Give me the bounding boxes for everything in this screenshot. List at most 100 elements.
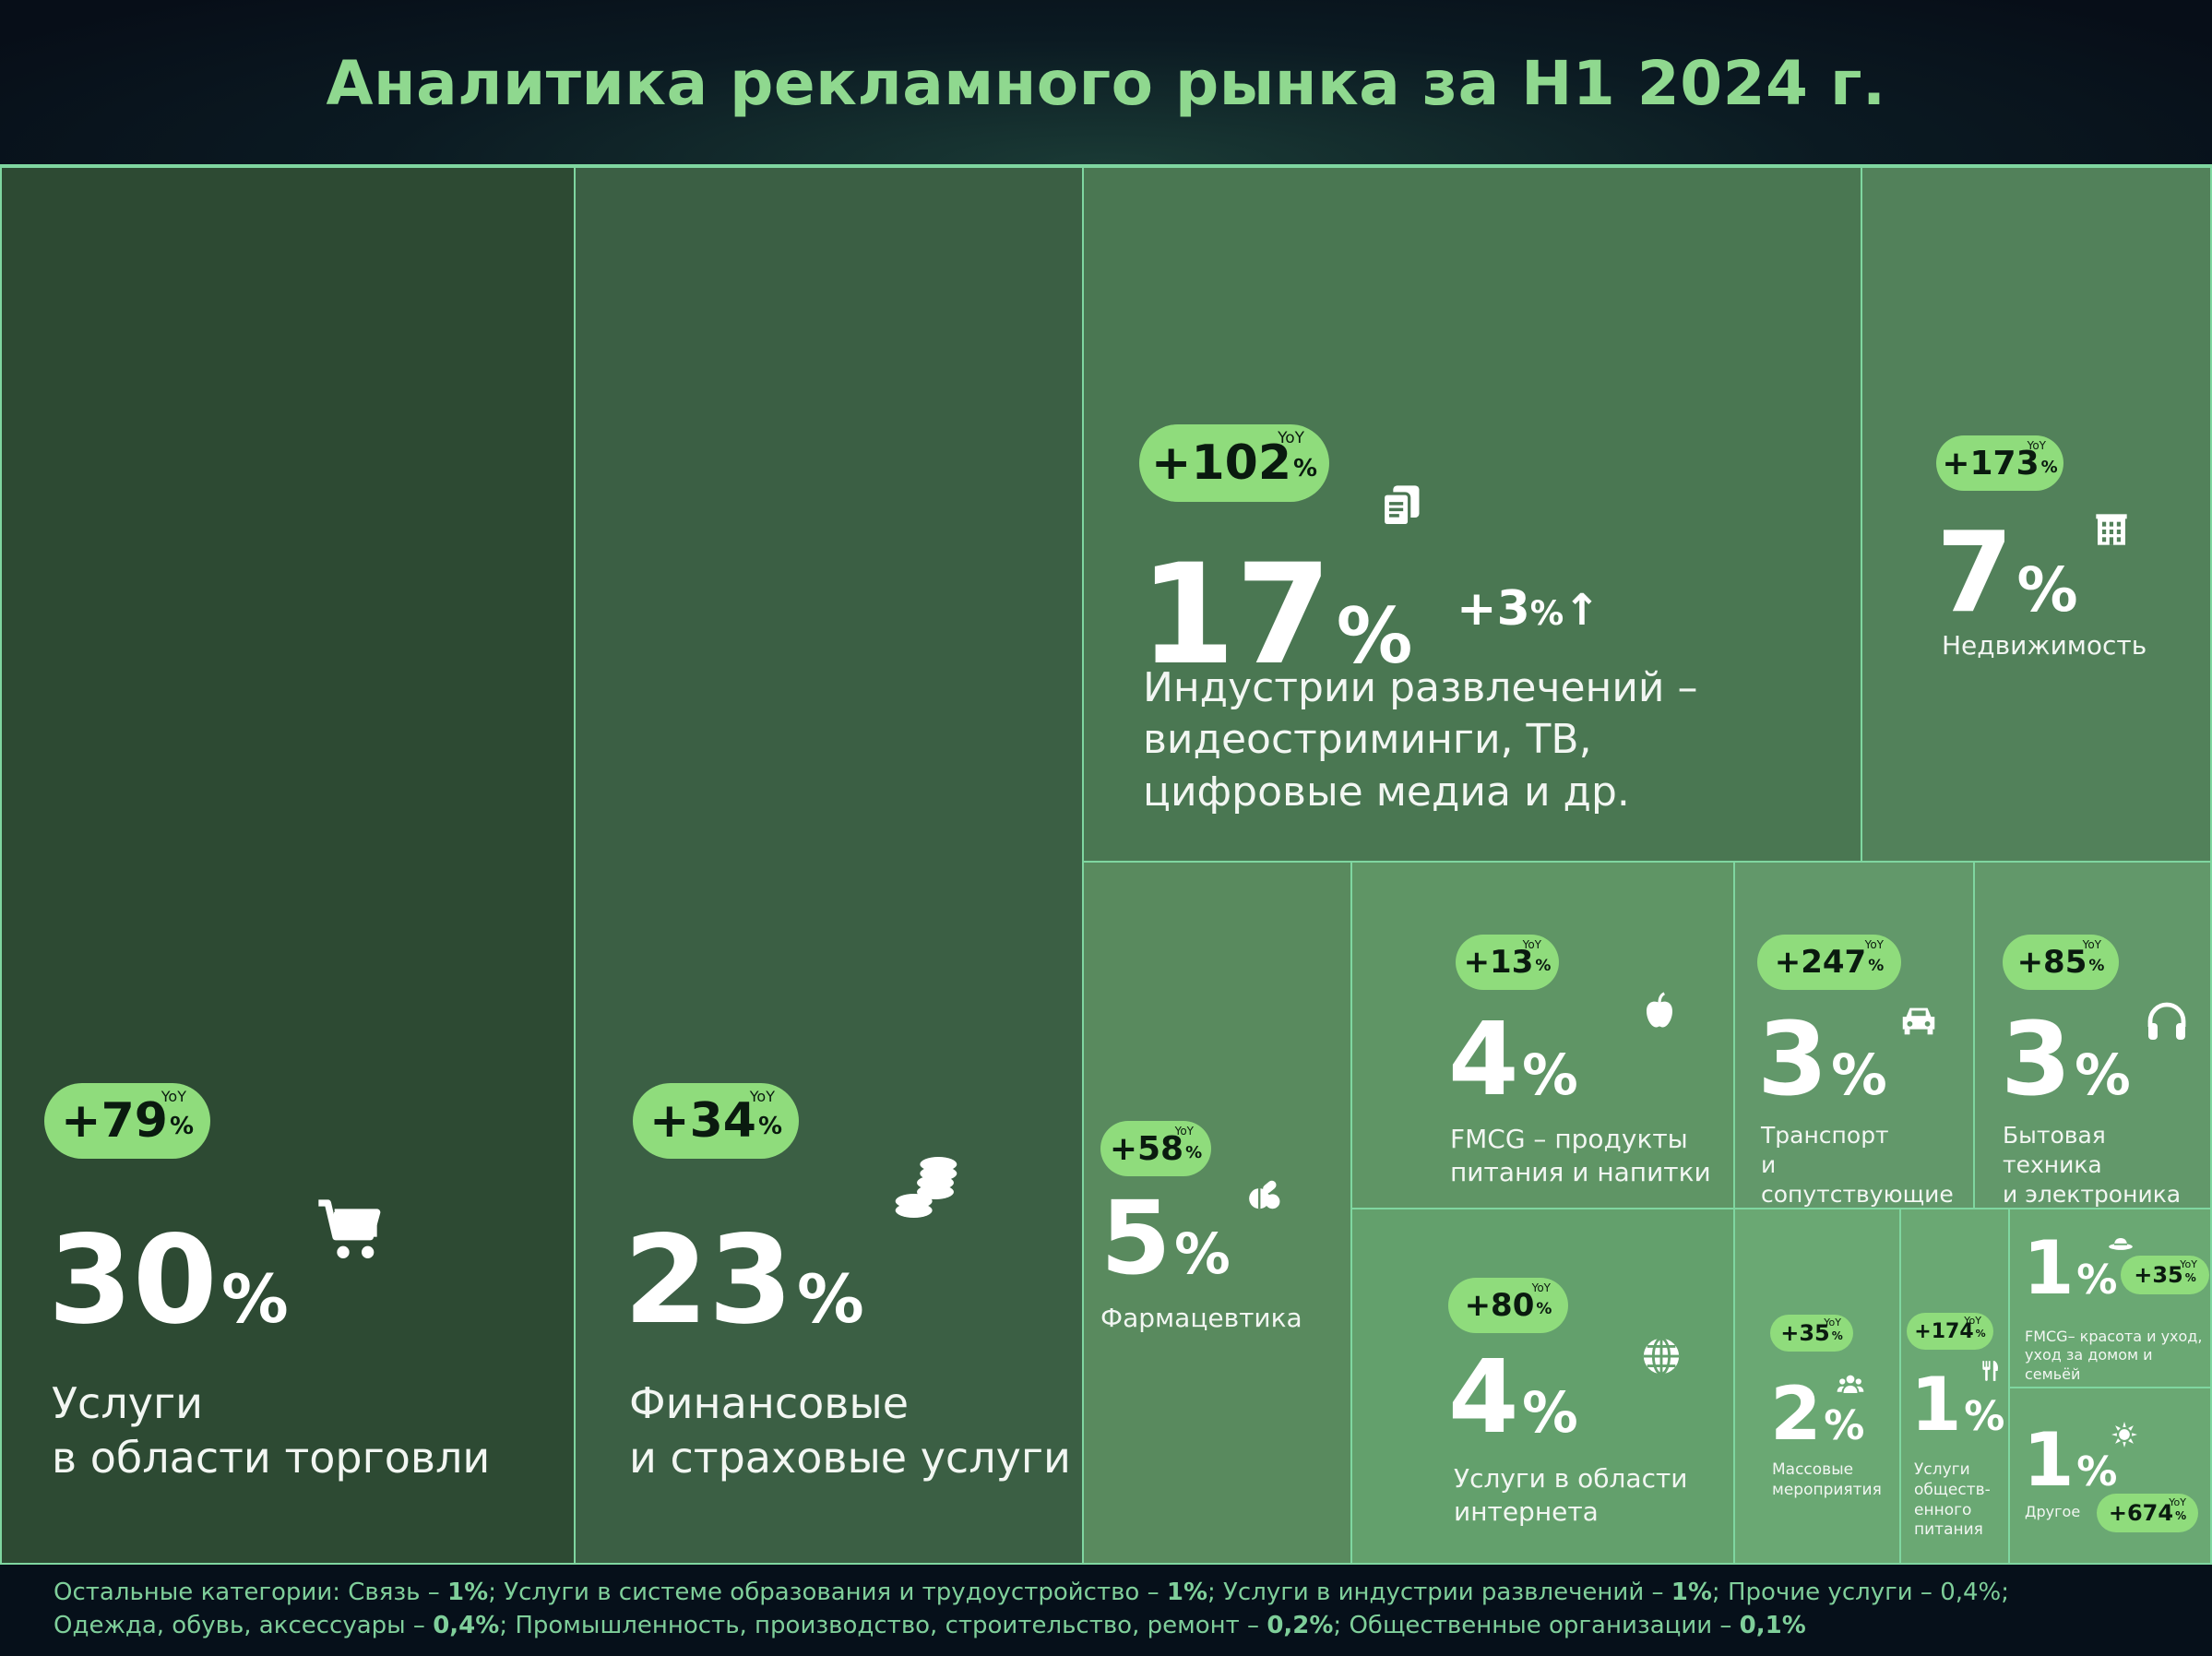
category-label: Индустрии развлечений – видеостриминги, Т… (1143, 662, 1698, 818)
footer-value: 0,1% (1739, 1612, 1806, 1639)
footer-text: ; Промышленность, производство, строител… (499, 1612, 1267, 1639)
share-percent-sign: % (797, 1261, 864, 1339)
category-label-line: Услуги в области (1454, 1463, 1688, 1494)
treemap-tile-catering: +174% YoY 1% Услуги обществ-енного питания (1899, 1208, 2010, 1565)
category-label-line: и сопутствующие (1761, 1151, 1954, 1208)
yoy-value: +80 (1464, 1287, 1535, 1324)
category-label-line: и страховые услуги (629, 1432, 1071, 1483)
share-value: 7% (1936, 518, 2078, 629)
share-value: 23% (624, 1220, 864, 1341)
footer-value: 0,4% (433, 1612, 500, 1639)
yoy-badge: +674% YoY (2097, 1494, 2198, 1532)
category-label-line: Транспорт (1761, 1122, 1889, 1149)
yoy-value: +174 (1914, 1319, 1974, 1343)
yoy-badge: +85% YoY (2003, 935, 2119, 990)
yoy-value: +85 (2016, 944, 2087, 981)
share-number: 17 (1139, 535, 1332, 696)
category-label-line: енного (1914, 1500, 1972, 1519)
category-label-line: Услуги (52, 1378, 204, 1428)
share-value: 2% (1770, 1377, 1864, 1451)
yoy-percent-sign: % (2184, 1270, 2196, 1284)
category-label-line: в области торговли (52, 1432, 491, 1483)
share-value: 1% (2023, 1424, 2117, 1497)
footer-text: ; Общественные организации – (1333, 1612, 1740, 1639)
footer-text: ; Услуги в индустрии развлечений – (1207, 1579, 1671, 1606)
share-number: 23 (624, 1209, 793, 1352)
yoy-value: +79 (61, 1093, 168, 1149)
yoy-percent-sign: % (1975, 1327, 1986, 1340)
arrow-up-icon: ↑ (1564, 586, 1600, 636)
share-number: 1 (2023, 1417, 2075, 1503)
page-title: Аналитика рекламного рынка за Н1 2024 г. (326, 48, 1886, 119)
category-label-line: Финансовые (629, 1378, 909, 1428)
share-value: 3% (2001, 1008, 2131, 1110)
yoy-badge: +247% YoY (1757, 935, 1901, 990)
yoy-tag: YoY (1174, 1125, 1194, 1138)
yoy-tag: YoY (2027, 439, 2046, 452)
share-percent-sign: % (2075, 1043, 2131, 1108)
yoy-badge: +80% YoY (1448, 1278, 1568, 1333)
share-number: 3 (2001, 1000, 2072, 1118)
shopping-cart-icon (315, 1194, 389, 1268)
yoy-tag: YoY (1824, 1316, 1841, 1328)
share-number: 1 (2023, 1225, 2075, 1311)
yoy-percent-sign: % (1868, 956, 1885, 975)
share-number: 4 (1448, 1338, 1519, 1456)
share-value: 17% (1139, 546, 1412, 685)
yoy-tag: YoY (1522, 938, 1541, 951)
category-label-line: уход за домом и семьёй (2025, 1346, 2153, 1383)
yoy-badge: +35% YoY (1770, 1315, 1853, 1352)
yoy-value: +674 (2108, 1500, 2174, 1526)
share-change-value: +3 (1457, 581, 1530, 637)
yoy-percent-sign: % (757, 1112, 782, 1140)
headphones-icon (2145, 999, 2189, 1043)
category-label-line: обществ- (1914, 1480, 1991, 1499)
yoy-value: +173 (1942, 444, 2040, 483)
yoy-value: +35 (1780, 1320, 1830, 1346)
footer-text: Одежда, обувь, аксессуары – (54, 1612, 434, 1639)
yoy-tag: YoY (2180, 1258, 2197, 1270)
treemap-tile-entertainment: +102% YoY 17% Индустрии развлечений – видеос… (1082, 166, 1862, 863)
share-percent-sign: % (1174, 1222, 1231, 1287)
category-label-line: мероприятия (1772, 1480, 1882, 1499)
share-number: 1 (1910, 1362, 1962, 1448)
treemap-tile-trade: +79% YoY 30% Услуги в области торговли (0, 166, 576, 1565)
yoy-percent-sign: % (1185, 1142, 1203, 1162)
share-value: 30% (48, 1220, 289, 1341)
category-label: FMCG – продукты питания и напитки (1450, 1123, 1711, 1189)
fork-knife-icon (1979, 1359, 2003, 1383)
share-percent-sign: % (1824, 1402, 1865, 1449)
yoy-tag: YoY (1864, 938, 1884, 951)
footer-text: ; Услуги в системе образования и трудоус… (488, 1579, 1167, 1606)
category-label-line: питания (1914, 1520, 1983, 1540)
share-number: 7 (1936, 509, 2014, 637)
share-value: 4% (1448, 1008, 1578, 1110)
treemap-tile-electronics: +85% YoY 3% Бытовая техника и электроника (1973, 861, 2212, 1209)
yoy-percent-sign: % (1535, 956, 1552, 975)
header: Аналитика рекламного рынка за Н1 2024 г. (0, 0, 2212, 166)
yoy-percent-sign: % (169, 1112, 194, 1140)
yoy-badge: +102% YoY (1139, 424, 1329, 502)
share-percent-sign: % (2016, 554, 2078, 625)
yoy-value: +13 (1463, 944, 1534, 981)
share-change-percent: % (1529, 593, 1564, 633)
share-percent-sign: % (2076, 1448, 2118, 1495)
yoy-badge: +58% YoY (1100, 1121, 1211, 1176)
category-label-line: Услуги (1914, 1460, 1970, 1479)
category-label: FMCG– красота и уход, уход за домом и сем… (2025, 1328, 2210, 1384)
treemap-tile-pharma: +58% YoY 5% Фармацевтика (1082, 861, 1352, 1565)
yoy-percent-sign: % (1293, 454, 1318, 483)
yoy-badge: +13% YoY (1456, 935, 1559, 990)
category-label-line: Фармацевтика (1100, 1303, 1302, 1333)
people-icon (1837, 1370, 1864, 1398)
documents-icon (1377, 482, 1425, 530)
apple-icon (1640, 992, 1679, 1031)
hat-icon (2108, 1232, 2134, 1257)
category-label: Услуги в области торговли (52, 1376, 490, 1485)
treemap: +79% YoY 30% Услуги в области торговли +34% Yo… (0, 166, 2212, 1565)
category-label-line: и электроника (2003, 1181, 2182, 1208)
yoy-tag: YoY (1531, 1281, 1551, 1294)
category-label-line: цифровые медиа и др. (1143, 768, 1630, 816)
yoy-tag: YoY (749, 1088, 775, 1105)
